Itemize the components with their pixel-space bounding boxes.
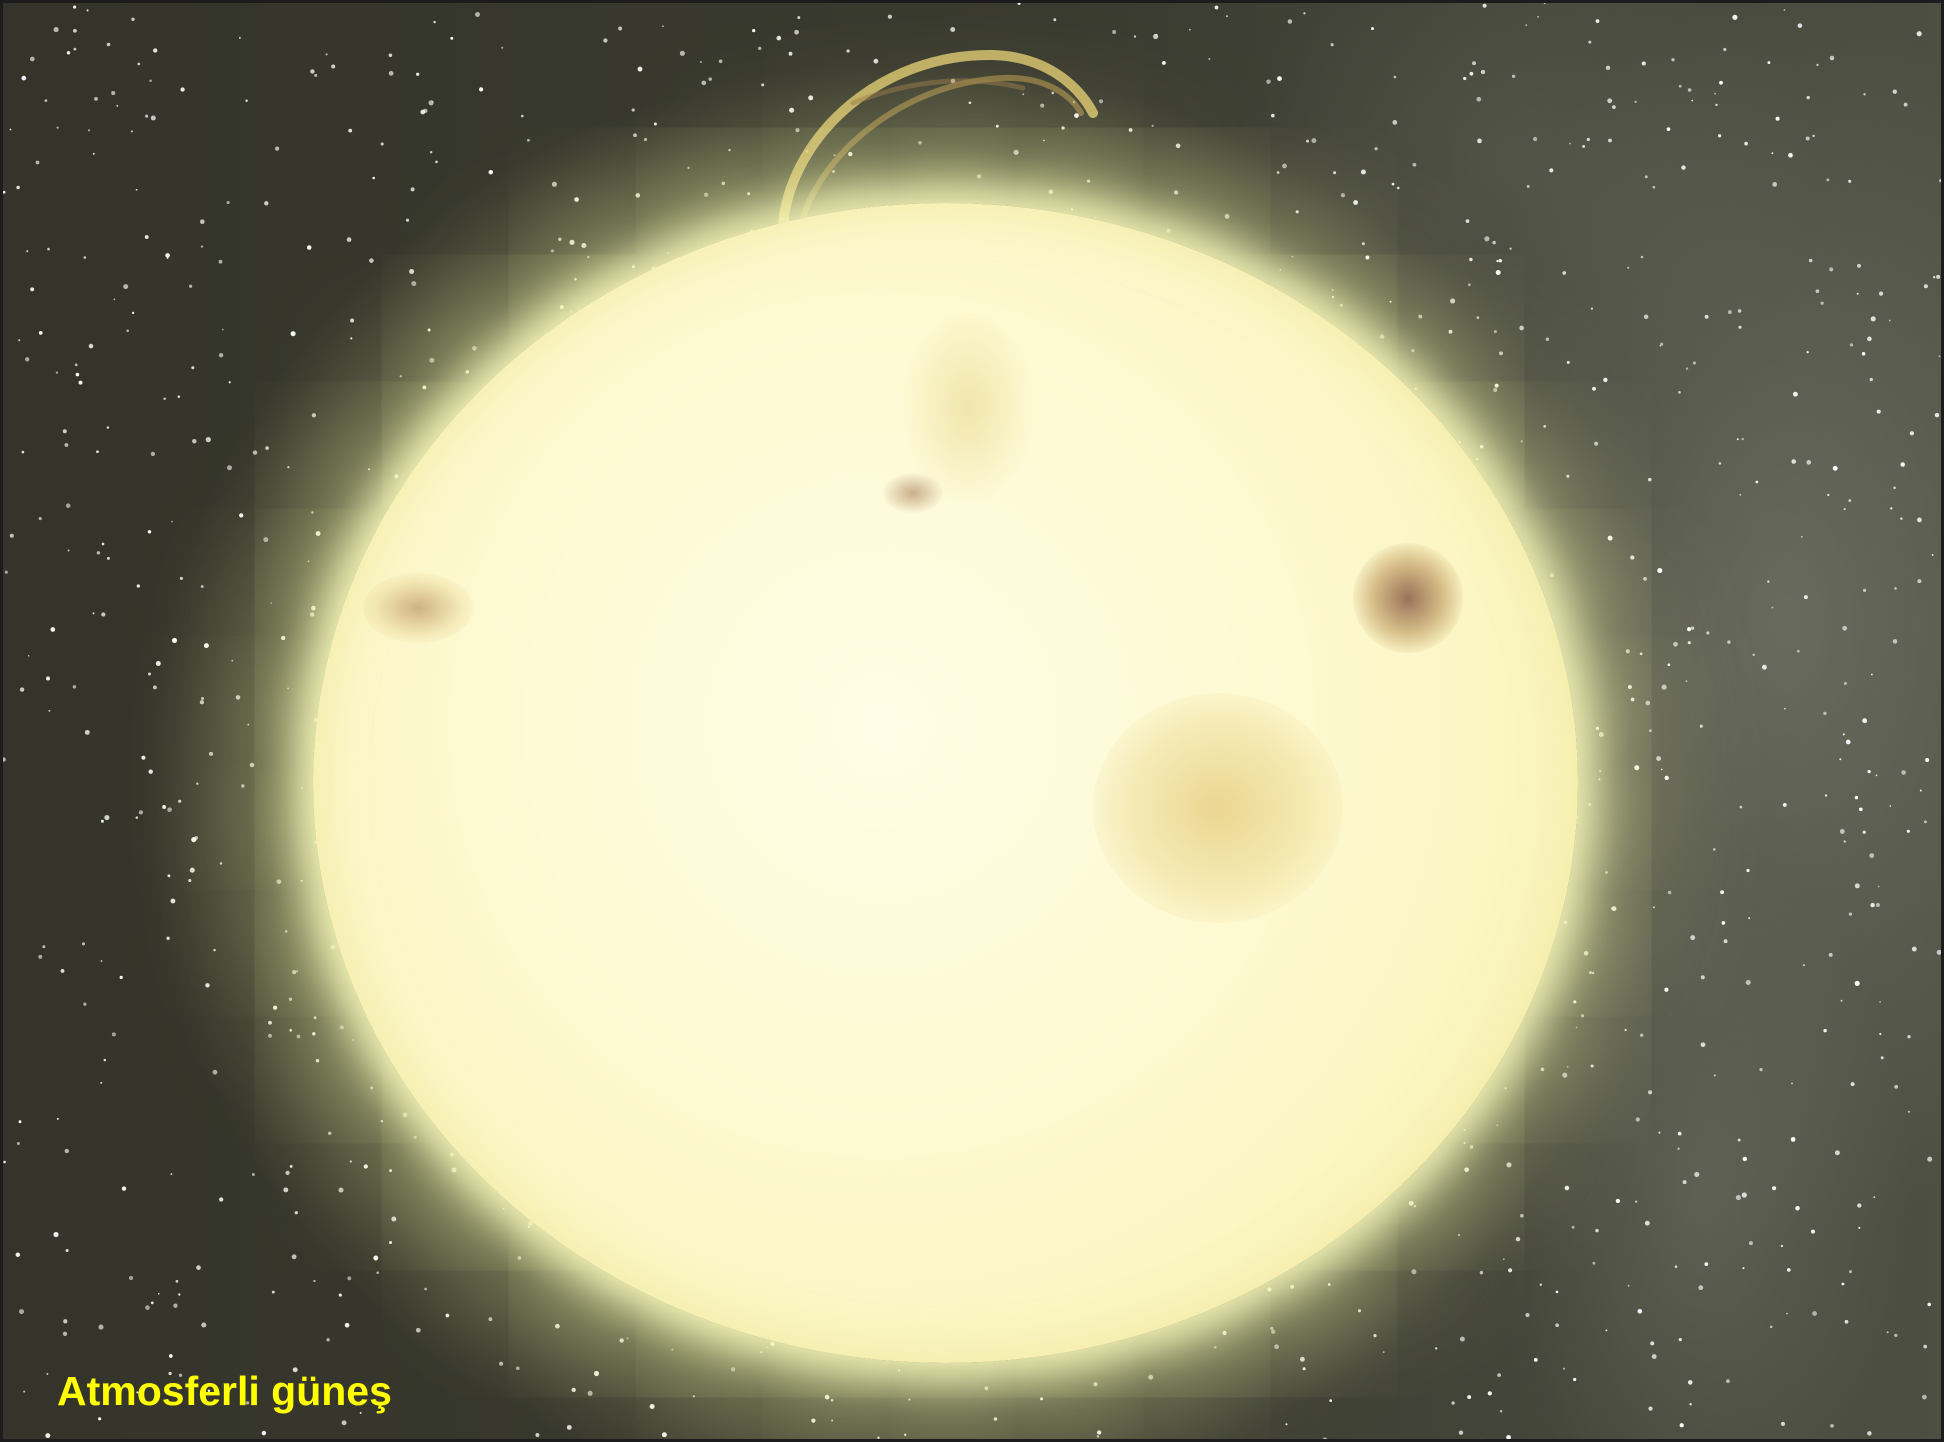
bright-region <box>903 313 1033 503</box>
sunspot <box>1353 543 1463 653</box>
image-caption: Atmosferli güneş <box>57 1368 392 1414</box>
sunspot <box>363 573 473 643</box>
sun-disk <box>313 203 1578 1363</box>
bright-region <box>1093 693 1343 923</box>
sunspot <box>883 473 943 513</box>
